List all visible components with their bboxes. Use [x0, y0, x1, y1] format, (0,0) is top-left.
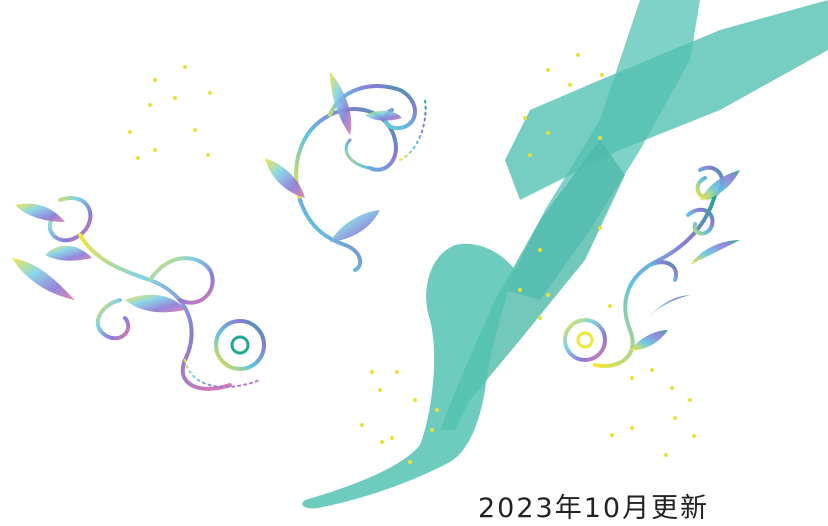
gradient-stripes — [0, 458, 273, 524]
flourish-leaves-right — [630, 170, 740, 351]
flourish-leaves-left — [12, 203, 185, 313]
front-thigh — [505, 0, 828, 200]
flourish-leaves-center — [265, 72, 402, 242]
update-date-label: 2023年10月更新 — [478, 493, 710, 524]
stocking-legs-illustration — [302, 0, 828, 509]
flourish-ornament-left — [47, 196, 266, 391]
flourish-ornament-center — [294, 84, 427, 272]
foot — [302, 243, 515, 509]
sparkle-cluster — [128, 53, 696, 464]
flourish-ornament-right — [563, 165, 725, 368]
